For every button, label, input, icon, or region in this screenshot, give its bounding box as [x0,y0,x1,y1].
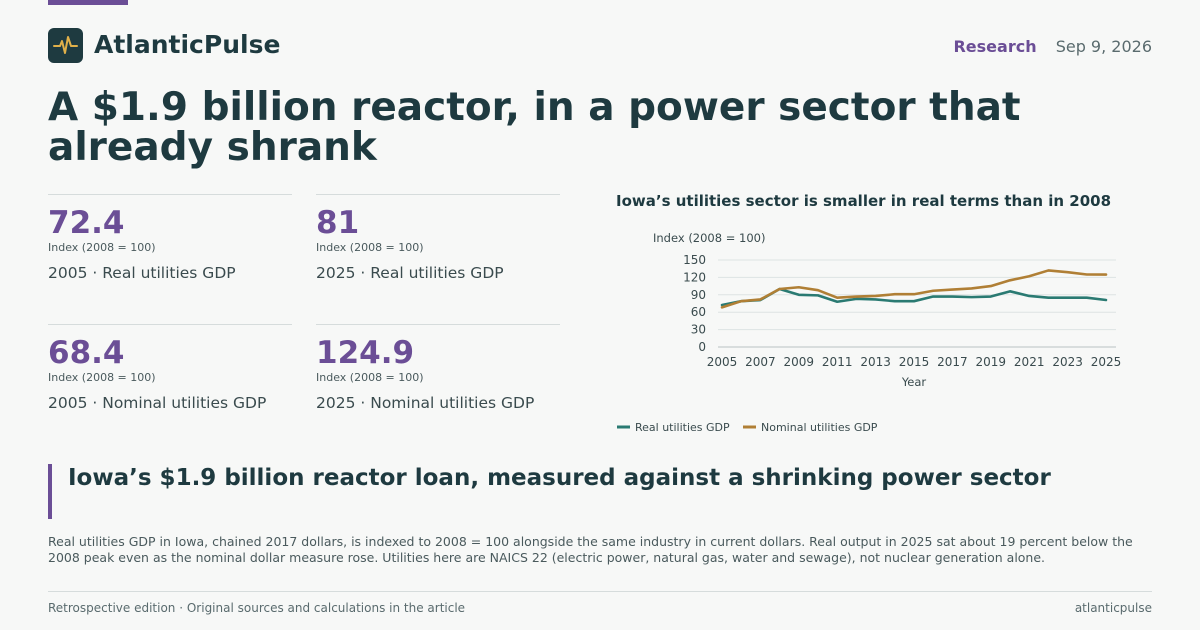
x-tick-label: 2021 [1014,355,1045,369]
callout-box: Iowa’s $1.9 billion reactor loan, measur… [48,464,1152,519]
pulse-icon [53,36,78,54]
x-tick-label: 2009 [784,355,815,369]
y-tick-label: 90 [691,288,706,302]
y-tick-label: 30 [691,323,706,337]
legend-label: Real utilities GDP [635,421,730,434]
stat-card: 124.9 Index (2008 = 100) 2025 · Nominal … [316,324,560,412]
stat-unit: Index (2008 = 100) [48,371,156,384]
footer-divider [48,591,1152,592]
y-axis-label: Index (2008 = 100) [653,231,765,245]
chart-title: Iowa’s utilities sector is smaller in re… [616,192,1112,210]
x-tick-label: 2023 [1052,355,1083,369]
stat-card: 72.4 Index (2008 = 100) 2005 · Real util… [48,194,292,282]
stat-label: 2025 · Real utilities GDP [316,264,504,282]
y-tick-label: 0 [698,340,706,354]
page-title: A $1.9 billion reactor, in a power secto… [48,85,1021,170]
stat-label: 2025 · Nominal utilities GDP [316,394,535,412]
publish-date: Sep 9, 2026 [1055,37,1152,56]
series-line [720,269,1108,309]
stat-unit: Index (2008 = 100) [316,241,424,254]
stat-value: 124.9 [316,335,415,371]
series-line [720,287,1108,307]
header-meta: Research Sep 9, 2026 [953,37,1152,56]
brand-name[interactable]: AtlanticPulse [94,30,281,59]
x-tick-label: 2005 [707,355,738,369]
x-tick-label: 2013 [860,355,891,369]
x-tick-label: 2015 [899,355,930,369]
stat-unit: Index (2008 = 100) [48,241,156,254]
callout-heading: Iowa’s $1.9 billion reactor loan, measur… [68,465,1051,491]
x-axis-label: Year [901,375,927,389]
stat-unit: Index (2008 = 100) [316,371,424,384]
y-tick-label: 60 [691,305,706,319]
brand-logo[interactable] [48,28,83,63]
section-link[interactable]: Research [953,37,1037,56]
stat-value: 72.4 [48,205,125,241]
x-tick-label: 2011 [822,355,853,369]
stat-card: 81 Index (2008 = 100) 2025 · Real utilit… [316,194,560,282]
footer-site-link[interactable]: atlanticpulse [1074,601,1152,615]
x-tick-label: 2019 [976,355,1007,369]
y-tick-label: 120 [683,270,706,284]
stat-label: 2005 · Real utilities GDP [48,264,236,282]
x-tick-label: 2007 [745,355,776,369]
line-chart: Index (2008 = 100) Year 0 30 60 90 120 150 200… [617,231,1122,434]
y-tick-label: 150 [683,253,706,267]
stat-value: 81 [316,205,360,241]
top-accent-bar [48,0,128,5]
stat-value: 68.4 [48,335,125,371]
stat-label: 2005 · Nominal utilities GDP [48,394,267,412]
x-tick-label: 2025 [1091,355,1122,369]
site-header: AtlanticPulse Research Sep 9, 2026 [48,28,1152,64]
footer-note: Retrospective edition · Original sources… [48,601,466,615]
legend-label: Nominal utilities GDP [761,421,878,434]
stat-card: 68.4 Index (2008 = 100) 2005 · Nominal u… [48,324,292,412]
x-tick-label: 2017 [937,355,968,369]
body-paragraph: Real utilities GDP in Iowa, chained 2017… [48,534,1133,565]
